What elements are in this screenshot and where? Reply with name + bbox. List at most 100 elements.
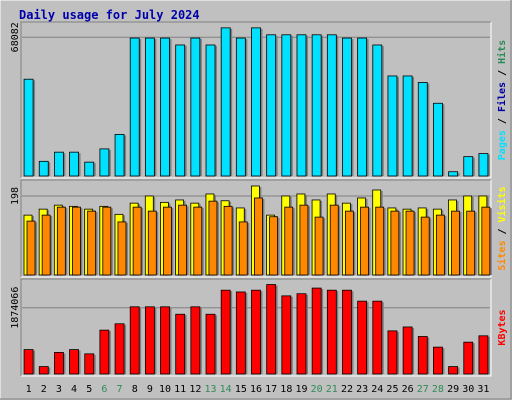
ymax-label-hits_files_pages: 68082 — [10, 22, 21, 52]
bar-hits_files_pages-pages-day-9 — [144, 37, 155, 177]
panel-bevel-light-hits_files_pages — [21, 22, 492, 179]
side-label-kbytes: KBytes — [497, 309, 508, 345]
panel-hits_files_pages: 68082 Pages / Files / Hits — [10, 21, 508, 179]
bar-kbytes-kbytes-day-28 — [433, 346, 443, 375]
bar-kbytes-kbytes-day-11 — [175, 313, 186, 375]
x-tick-label-day-16: 16 — [250, 384, 262, 395]
side-label-part: KBytes — [497, 309, 508, 345]
bar-visits_sites-sites-day-16 — [254, 197, 263, 276]
bar-hits_files_pages-pages-day-6 — [99, 148, 110, 177]
bar-hits_files_pages-pages-day-8 — [129, 37, 140, 177]
bar-hits_files_pages-pages-day-10 — [160, 37, 170, 177]
panel-bevel-dark-kbytes — [20, 278, 491, 376]
bar-kbytes-kbytes-day-1 — [23, 349, 34, 375]
x-tick-label-day-21: 21 — [326, 384, 338, 395]
bar-hits_files_pages-pages-day-4 — [69, 151, 79, 177]
x-tick-label-day-4: 4 — [71, 384, 77, 395]
bar-hits_files_pages-pages-day-20 — [311, 34, 322, 177]
x-tick-label-day-1: 1 — [26, 384, 32, 395]
bar-visits_sites-sites-day-23 — [360, 206, 369, 276]
x-tick-label-day-15: 15 — [235, 384, 247, 395]
x-tick-label-day-11: 11 — [174, 384, 186, 395]
side-label-part: / — [497, 64, 508, 82]
bar-kbytes-kbytes-day-31 — [478, 335, 489, 375]
x-axis-ticks: 1 2 3 4 5 6 7 8 9 10 11 12 13 14 15 16 17 18 19 20 21 22 23 24 2… — [26, 384, 490, 395]
bar-visits_sites-sites-day-29 — [451, 210, 460, 276]
bar-kbytes-kbytes-day-24 — [372, 300, 383, 375]
bar-hits_files_pages-pages-day-24 — [372, 44, 383, 177]
bar-visits_sites-sites-day-25 — [390, 210, 400, 276]
x-tick-label-day-17: 17 — [265, 384, 277, 395]
bar-visits_sites-sites-day-11 — [178, 204, 188, 276]
bar-hits_files_pages-pages-day-29 — [448, 171, 458, 177]
bar-kbytes-kbytes-day-15 — [235, 291, 246, 375]
bar-visits_sites-sites-day-26 — [405, 210, 415, 276]
bar-visits_sites-sites-day-24 — [375, 206, 385, 276]
x-tick-label-day-18: 18 — [280, 384, 292, 395]
bar-kbytes-kbytes-day-12 — [190, 306, 201, 375]
x-tick-label-day-25: 25 — [386, 384, 398, 395]
x-tick-label-day-29: 29 — [447, 384, 459, 395]
x-tick-label-day-3: 3 — [56, 384, 62, 395]
bar-visits_sites-sites-day-21 — [329, 204, 339, 276]
x-tick-label-day-6: 6 — [101, 384, 107, 395]
bar-visits_sites-sites-day-17 — [269, 216, 278, 276]
bar-kbytes-kbytes-day-26 — [402, 326, 413, 375]
ymax-label-visits_sites: 198 — [10, 187, 21, 205]
side-label-part: / — [497, 222, 508, 240]
panel-visits_sites: 198 Sites / Visits — [10, 179, 508, 278]
bar-visits_sites-sites-day-30 — [466, 210, 476, 276]
panel-kbytes: 1874066 KBytes — [10, 278, 508, 377]
side-label-hits_files_pages: Pages / Files / Hits — [496, 40, 508, 160]
bar-hits_files_pages-pages-day-15 — [235, 37, 246, 177]
bar-kbytes-kbytes-day-3 — [54, 352, 64, 375]
side-label-part: / — [497, 112, 508, 130]
bar-visits_sites-sites-day-1 — [26, 220, 36, 276]
bar-visits_sites-sites-day-28 — [435, 214, 445, 276]
bar-kbytes-kbytes-day-9 — [144, 306, 155, 375]
bar-kbytes-kbytes-day-6 — [99, 329, 110, 375]
x-tick-label-day-2: 2 — [41, 384, 47, 395]
bar-hits_files_pages-pages-day-21 — [326, 34, 337, 177]
x-tick-label-day-23: 23 — [356, 384, 368, 395]
bar-hits_files_pages-pages-day-30 — [463, 156, 474, 177]
bar-hits_files_pages-pages-day-26 — [402, 75, 413, 177]
panel-bevel-dark-visits_sites — [20, 179, 491, 277]
bar-visits_sites-sites-day-5 — [87, 210, 97, 276]
x-tick-label-day-19: 19 — [295, 384, 307, 395]
bar-visits_sites-sites-day-4 — [72, 206, 81, 276]
bar-hits_files_pages-pages-day-7 — [114, 134, 125, 177]
x-tick-label-day-26: 26 — [402, 384, 414, 395]
x-tick-label-day-20: 20 — [311, 384, 323, 395]
bar-kbytes-kbytes-day-30 — [463, 341, 474, 375]
bar-hits_files_pages-pages-day-28 — [433, 102, 443, 177]
bar-kbytes-kbytes-day-4 — [69, 349, 79, 375]
bar-hits_files_pages-pages-day-13 — [205, 44, 216, 177]
bar-kbytes-kbytes-day-13 — [205, 313, 216, 375]
bar-visits_sites-sites-day-9 — [147, 210, 157, 276]
x-tick-label-day-22: 22 — [341, 384, 353, 395]
side-label-part: Pages — [497, 130, 508, 160]
bar-hits_files_pages-pages-day-23 — [357, 37, 368, 177]
bar-visits_sites-sites-day-15 — [238, 221, 248, 276]
bar-visits_sites-sites-day-19 — [299, 204, 309, 276]
bar-hits_files_pages-pages-day-17 — [266, 34, 277, 177]
x-tick-label-day-13: 13 — [204, 384, 216, 395]
bar-hits_files_pages-pages-day-5 — [84, 161, 95, 177]
bar-kbytes-kbytes-day-7 — [114, 323, 125, 375]
bar-kbytes-kbytes-day-21 — [326, 289, 337, 375]
bar-kbytes-kbytes-day-19 — [296, 293, 307, 375]
bar-visits_sites-sites-day-31 — [481, 206, 491, 276]
x-tick-label-day-8: 8 — [132, 384, 138, 395]
bar-visits_sites-sites-day-13 — [208, 200, 218, 276]
bar-kbytes-kbytes-day-16 — [251, 289, 261, 375]
bar-hits_files_pages-pages-day-11 — [175, 44, 186, 177]
panel-bevel-light-kbytes — [21, 279, 492, 377]
bar-kbytes-kbytes-day-10 — [160, 306, 170, 375]
bar-kbytes-kbytes-day-8 — [129, 306, 140, 375]
bar-hits_files_pages-pages-day-25 — [387, 75, 398, 177]
bar-hits_files_pages-pages-day-19 — [296, 34, 307, 177]
bar-hits_files_pages-pages-day-31 — [478, 153, 489, 177]
